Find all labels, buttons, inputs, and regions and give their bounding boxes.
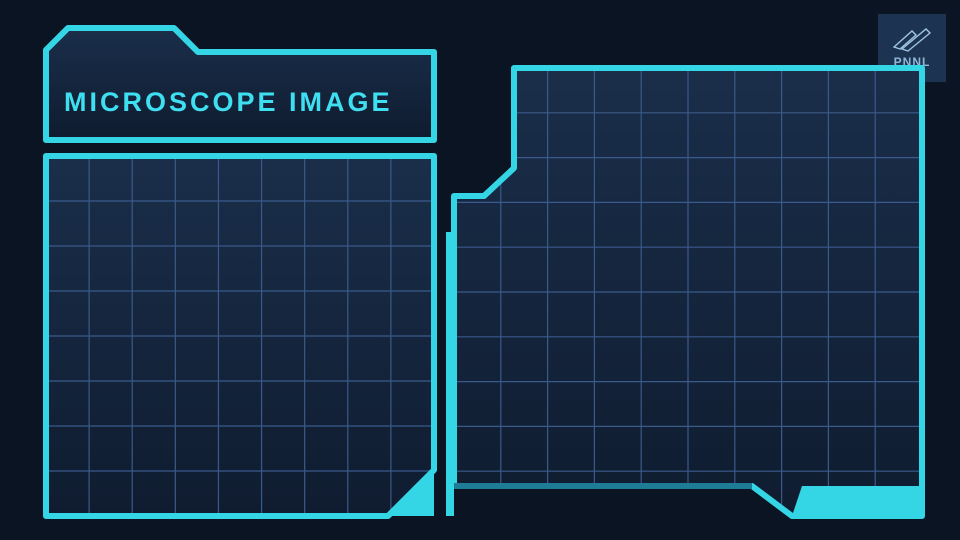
pnnl-mark-icon <box>892 27 932 53</box>
title-label: MICROSCOPE IMAGE <box>64 87 393 118</box>
left-grid-panel <box>46 156 434 516</box>
title-panel: MICROSCOPE IMAGE <box>46 28 434 140</box>
right-grid-panel <box>454 68 922 516</box>
right-panel-frame <box>454 68 922 516</box>
accent-bar <box>446 232 454 516</box>
title-panel-frame <box>46 28 434 140</box>
left-panel-frame <box>46 156 434 516</box>
